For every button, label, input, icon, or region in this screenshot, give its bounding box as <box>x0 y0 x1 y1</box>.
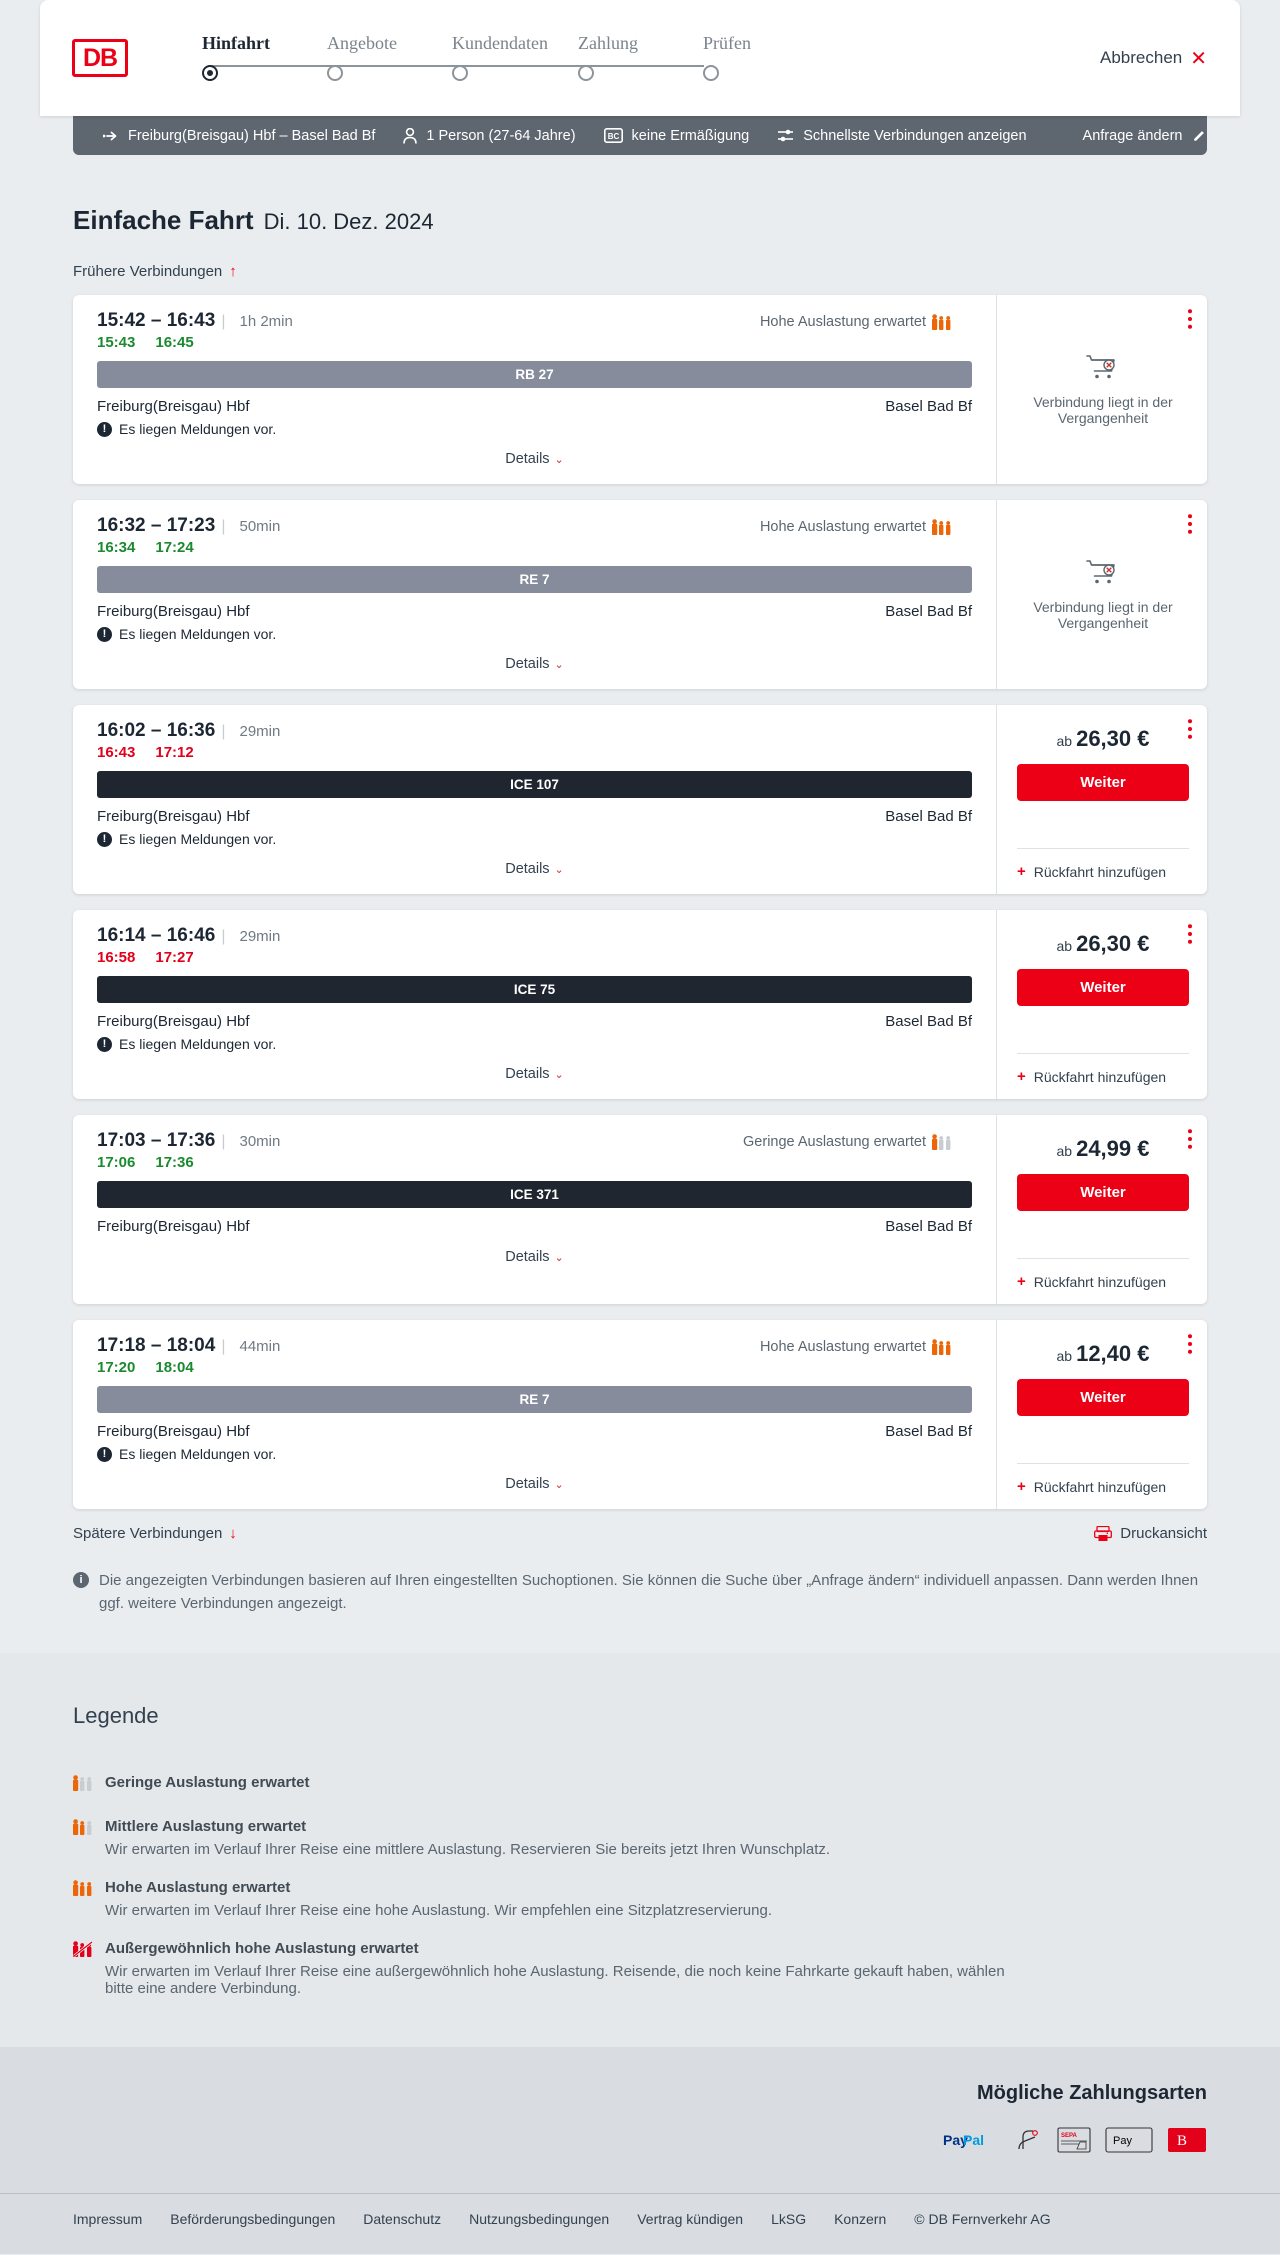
svg-text:SEPA: SEPA <box>1061 2133 1078 2139</box>
svg-text:Pal: Pal <box>963 2132 984 2148</box>
svg-text:B: B <box>1177 2133 1187 2149</box>
svg-text:Pay: Pay <box>1113 2135 1132 2147</box>
svg-text:BC: BC <box>607 132 619 141</box>
